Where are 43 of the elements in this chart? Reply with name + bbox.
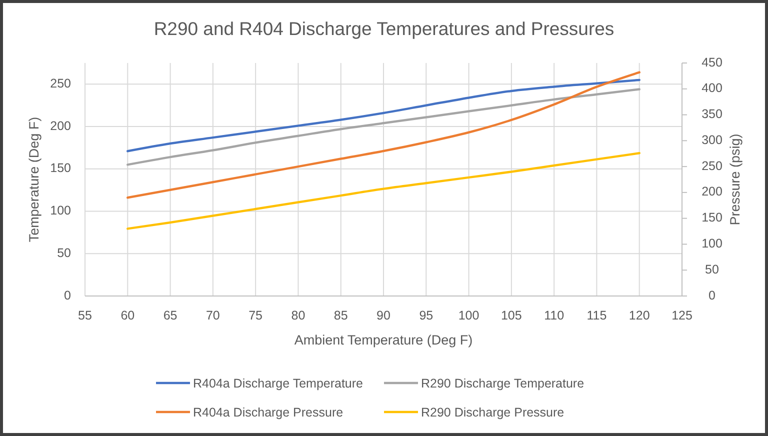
y2-tick-label: 100 <box>702 236 722 251</box>
y-tick-label: 200 <box>50 118 72 133</box>
line-series <box>126 152 640 230</box>
y2-tick-label: 250 <box>702 158 722 173</box>
y2-tick-label: 0 <box>708 288 716 302</box>
x-tick-label: 100 <box>458 308 480 322</box>
chart-title: R290 and R404 Discharge Temperatures and Pressures <box>154 18 614 39</box>
y-tick-label: 100 <box>50 204 72 218</box>
x-tick-label: 110 <box>544 308 564 322</box>
x-axis-title: Ambient Temperature (Deg F) <box>294 332 473 348</box>
x-tick-label: 75 <box>248 308 263 322</box>
x-tick-label: 125 <box>672 308 692 322</box>
y2-tick-label: 200 <box>702 184 722 199</box>
x-tick-label: 60 <box>120 308 135 322</box>
y2-tick-label: 150 <box>702 210 722 225</box>
x-tick-label: 115 <box>586 308 607 322</box>
x-tick-label: 120 <box>628 308 650 322</box>
x-tick-label: 95 <box>419 308 434 322</box>
y2-tick-label: 350 <box>702 107 722 122</box>
x-tick-label: 55 <box>78 308 92 322</box>
y-axis-title: Temperature (Deg F) <box>26 116 42 242</box>
line-series <box>126 78 640 152</box>
legend-label: R290 Discharge Temperature <box>421 376 584 390</box>
legend-label: R404a Discharge Temperature <box>193 376 364 390</box>
x-tick-label: 80 <box>291 308 306 322</box>
line-series <box>126 88 640 166</box>
y-tick-label: 150 <box>50 161 72 176</box>
y2-tick-label: 450 <box>702 55 722 70</box>
y-tick-label: 50 <box>57 246 72 260</box>
y2-axis-title: Pressure (psig) <box>728 134 743 226</box>
line-series <box>126 71 640 199</box>
y2-tick-label: 400 <box>702 81 722 96</box>
y2-tick-label: 50 <box>705 262 719 276</box>
x-tick-label: 90 <box>376 308 390 322</box>
y2-tick-label: 300 <box>702 132 722 147</box>
x-tick-label: 65 <box>163 308 178 322</box>
y-tick-label: 250 <box>50 76 72 90</box>
x-tick-label: 105 <box>501 308 522 322</box>
x-tick-label: 70 <box>206 308 220 322</box>
legend-label: R290 Discharge Pressure <box>421 405 564 420</box>
y-tick-label: 0 <box>64 288 72 302</box>
x-tick-label: 85 <box>334 308 348 322</box>
legend-label: R404a Discharge Pressure <box>193 405 344 420</box>
